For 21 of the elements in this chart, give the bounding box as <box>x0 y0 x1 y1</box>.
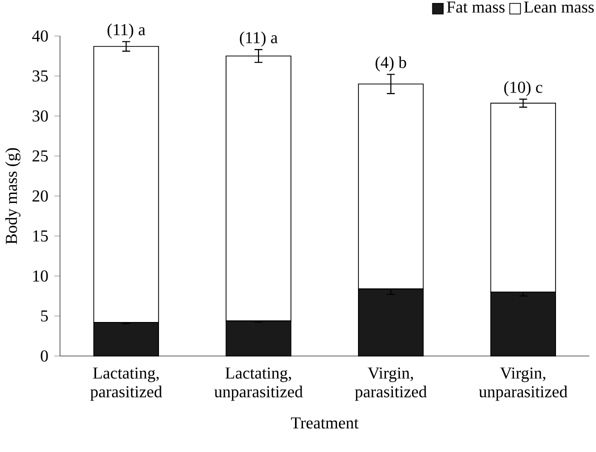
y-tick-label: 35 <box>32 70 48 82</box>
legend-label: Fat mass <box>446 2 505 13</box>
y-tick-label: 0 <box>40 350 48 362</box>
y-tick-label: 5 <box>41 310 48 322</box>
x-axis-title: Treatment <box>291 417 359 429</box>
y-tick-label: 25 <box>32 150 48 162</box>
annotation: (10) c <box>504 81 542 96</box>
x-tick-label: Lactating, parasitized <box>90 367 162 401</box>
annotation: (4) b <box>376 56 406 72</box>
y-tick-label: 10 <box>33 270 48 282</box>
x-tick-label: Virgin, unparasitized <box>478 367 568 401</box>
y-tick-label: 15 <box>33 230 48 242</box>
x-tick-label: Virgin, parasitized <box>355 367 427 401</box>
annotation: (11) a <box>108 24 146 39</box>
annotation: (11) a <box>240 32 278 47</box>
y-tick-label: 40 <box>32 30 48 42</box>
y-tick-label: 20 <box>32 190 48 202</box>
y-axis-title: Body mass (g) <box>5 148 20 244</box>
legend-label: Lean mass <box>524 2 594 13</box>
y-tick-label: 30 <box>32 110 48 122</box>
x-tick-label: Lactating, unparasitized <box>214 367 303 401</box>
